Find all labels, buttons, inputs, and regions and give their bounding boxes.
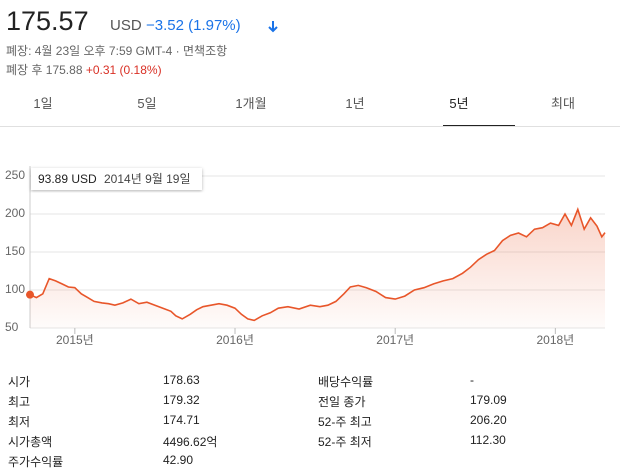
stat-value: 112.30 <box>470 433 506 447</box>
y-tick-label: 50 <box>5 320 19 334</box>
stat-label: 시가총액 <box>8 435 53 449</box>
stat-value: 206.20 <box>470 413 507 427</box>
separator: · <box>175 44 180 58</box>
price: 175.57 <box>6 6 89 36</box>
down-arrow <box>268 21 278 33</box>
stat-label: 최고 <box>8 395 31 409</box>
currency: USD <box>110 17 142 34</box>
x-tick-label: 2018년 <box>536 333 574 347</box>
stat-label: 시가 <box>8 375 31 389</box>
x-tick-label: 2015년 <box>56 333 94 347</box>
chart: 50 100 150 200 250 2015년 2016년 2017년 2018년 93.89 … <box>5 166 606 347</box>
hover-dot <box>26 290 34 299</box>
stat-value: 174.71 <box>163 413 200 427</box>
tab[interactable]: 최대 <box>551 96 575 111</box>
area <box>30 209 605 328</box>
stat-label: 52-주 최고 <box>318 415 372 429</box>
tab[interactable]: 5일 <box>137 96 157 111</box>
price-change: −3.52 (1.97%) <box>146 17 241 34</box>
disclaimer[interactable]: 면책조항 <box>182 44 228 58</box>
stat-label: 전일 종가 <box>318 395 366 409</box>
y-tick-label: 150 <box>5 244 25 258</box>
tab[interactable]: 1년 <box>345 96 365 111</box>
y-tick-label: 200 <box>5 206 25 220</box>
stat-value: 179.09 <box>470 393 507 407</box>
stat-label: 최저 <box>8 415 31 429</box>
after-hours-change: +0.31 (0.18%) <box>85 63 162 77</box>
x-tick-label: 2017년 <box>376 333 414 347</box>
x-tick-label: 2016년 <box>216 333 254 347</box>
stat-label: 52-주 최저 <box>318 435 372 449</box>
stat-value: - <box>470 373 474 387</box>
stat-value: 178.63 <box>163 373 200 387</box>
tab[interactable]: 1일 <box>33 96 53 111</box>
tab[interactable]: 1개월 <box>235 96 267 111</box>
tooltip-box <box>31 168 202 190</box>
tooltip-value: 93.89 USD <box>38 172 97 186</box>
y-tick-label: 250 <box>5 168 25 182</box>
stat-label: 배당수익률 <box>318 375 374 389</box>
after-hours: 폐장 후 175.88 <box>6 63 83 77</box>
stat-label: 주가수익률 <box>8 455 64 469</box>
close-info: 폐장: 4월 23일 오후 7:59 GMT-4 <box>6 44 173 58</box>
divider <box>0 126 620 127</box>
tab[interactable]: 5년 <box>449 96 469 111</box>
stat-value: 179.32 <box>163 393 200 407</box>
stat-value: 42.90 <box>163 453 194 467</box>
tooltip-date: 2014년 9월 19일 <box>104 172 191 186</box>
price-line <box>29 207 606 322</box>
y-tick-label: 100 <box>5 282 25 296</box>
stat-value: 4496.62억 <box>163 435 218 449</box>
